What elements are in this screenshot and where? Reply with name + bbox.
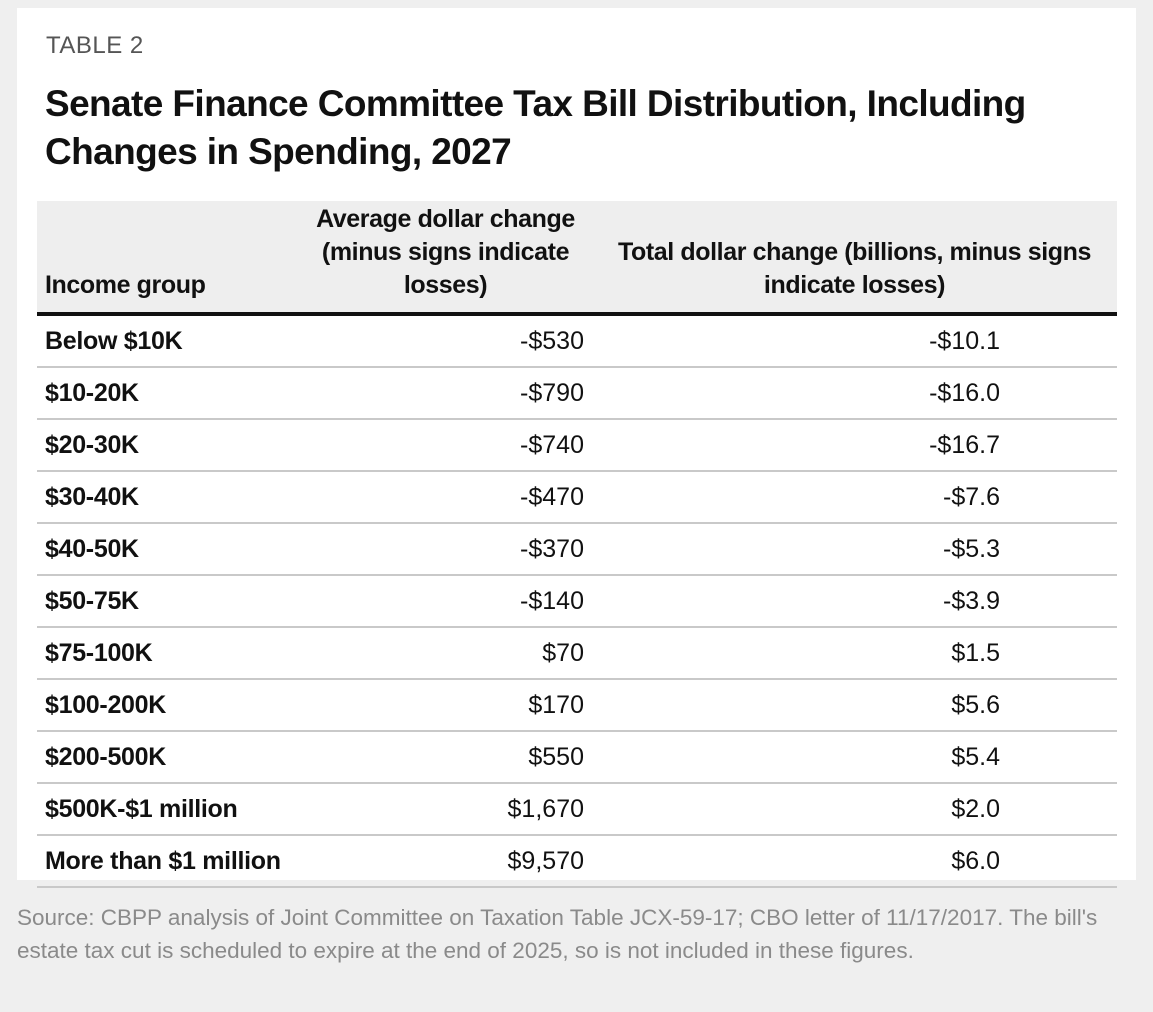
average-change-cell: $550	[528, 742, 584, 771]
table-row: $75-100K $70 $1.5	[37, 627, 1117, 679]
header-income-group: Income group	[45, 271, 206, 299]
average-change-cell: -$530	[520, 326, 584, 355]
income-group-cell: $10-20K	[45, 378, 139, 407]
table-row: $200-500K $550 $5.4	[37, 731, 1117, 783]
total-change-cell: -$10.1	[929, 326, 1000, 355]
average-change-cell: -$140	[520, 586, 584, 615]
table-row: $40-50K -$370 -$5.3	[37, 523, 1117, 575]
table-row: Below $10K -$530 -$10.1	[37, 314, 1117, 367]
distribution-table: Income group Average dollar change (minu…	[37, 201, 1117, 888]
income-group-cell: More than $1 million	[45, 846, 281, 875]
income-group-cell: $100-200K	[45, 690, 167, 719]
income-group-cell: $20-30K	[45, 430, 139, 459]
total-change-cell: $2.0	[951, 794, 1000, 823]
average-change-cell: -$790	[520, 378, 584, 407]
income-group-cell: $200-500K	[45, 742, 167, 771]
table-row: $20-30K -$740 -$16.7	[37, 419, 1117, 471]
table-row: $500K-$1 million $1,670 $2.0	[37, 783, 1117, 835]
table-title: Senate Finance Committee Tax Bill Distri…	[45, 83, 1026, 172]
table-row: $50-75K -$140 -$3.9	[37, 575, 1117, 627]
total-change-cell: $5.6	[951, 690, 1000, 719]
table-card: TABLE 2 Senate Finance Committee Tax Bil…	[17, 8, 1136, 887]
average-change-cell: -$740	[520, 430, 584, 459]
average-change-cell: $1,670	[507, 794, 584, 823]
table-label: TABLE 2	[46, 32, 144, 59]
total-change-cell: -$16.7	[929, 430, 1000, 459]
header-total-change: Total dollar change (billions, minus sig…	[617, 238, 1092, 299]
source-note: Source: CBPP analysis of Joint Committee…	[17, 905, 1098, 963]
average-change-cell: $70	[542, 638, 584, 667]
table-body: Below $10K -$530 -$10.1 $10-20K -$790 -$16.0 $…	[37, 314, 1117, 887]
table-row: More than $1 million $9,570 $6.0	[37, 835, 1117, 887]
table-row: $30-40K -$470 -$7.6	[37, 471, 1117, 523]
total-change-cell: $1.5	[951, 638, 1000, 667]
total-change-cell: -$3.9	[943, 586, 1000, 615]
income-group-cell: $50-75K	[45, 586, 139, 615]
total-change-cell: -$16.0	[929, 378, 1000, 407]
average-change-cell: $9,570	[507, 846, 584, 875]
header-average-change: Average dollar change (minus signs indic…	[316, 205, 575, 299]
income-group-cell: $40-50K	[45, 534, 139, 563]
income-group-cell: $75-100K	[45, 638, 153, 667]
average-change-cell: $170	[528, 690, 584, 719]
income-group-cell: $30-40K	[45, 482, 139, 511]
total-change-cell: -$5.3	[943, 534, 1000, 563]
table-row: $10-20K -$790 -$16.0	[37, 367, 1117, 419]
income-group-cell: Below $10K	[45, 326, 183, 355]
income-group-cell: $500K-$1 million	[45, 794, 238, 823]
table-header-row: Income group Average dollar change (minu…	[37, 201, 1117, 314]
table-row: $100-200K $170 $5.6	[37, 679, 1117, 731]
total-change-cell: -$7.6	[943, 482, 1000, 511]
average-change-cell: -$470	[520, 482, 584, 511]
average-change-cell: -$370	[520, 534, 584, 563]
total-change-cell: $5.4	[951, 742, 1000, 771]
total-change-cell: $6.0	[951, 846, 1000, 875]
